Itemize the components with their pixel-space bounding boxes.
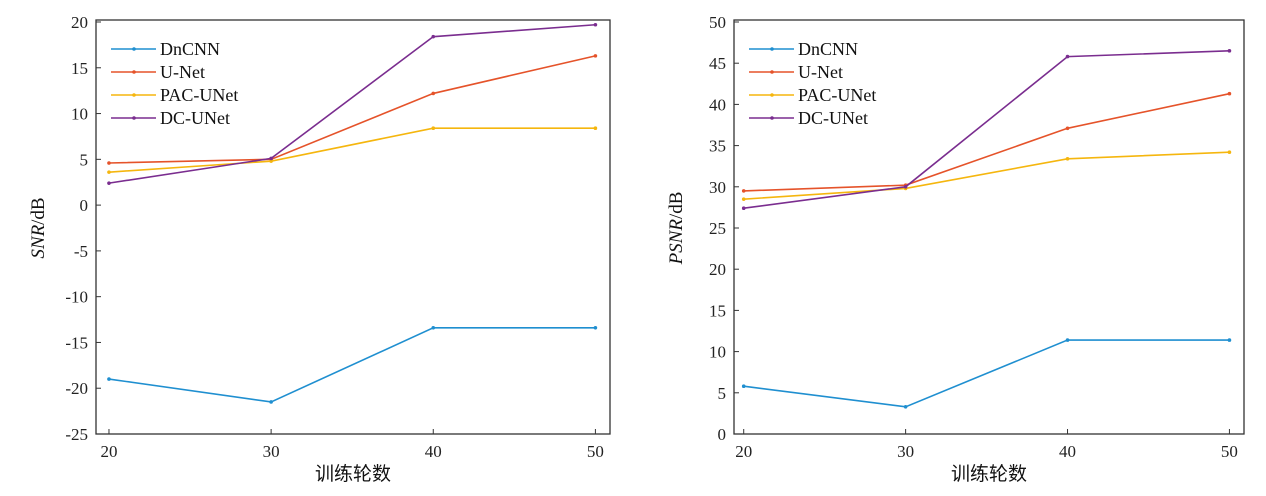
- y-tick-label: 0: [718, 425, 727, 444]
- data-point-dc-unet: [1065, 54, 1070, 59]
- series-line-pac-unet: [108, 127, 596, 173]
- y-tick-label: 45: [709, 54, 726, 73]
- legend-label: DnCNN: [798, 39, 858, 59]
- y-axis-label-var: SNR: [28, 224, 49, 258]
- x-tick-label: 30: [263, 442, 280, 461]
- y-axis-label: PSNR/dB: [666, 192, 687, 266]
- data-point-pac-unet: [269, 159, 273, 163]
- data-point-pac-unet: [741, 197, 746, 201]
- y-tick-label: 15: [71, 59, 88, 78]
- data-point-dncnn: [741, 384, 746, 389]
- y-tick-label: 50: [709, 13, 726, 32]
- x-tick-label: 40: [1059, 442, 1076, 461]
- legend-label: U-Net: [160, 62, 205, 82]
- data-point-dc-unet: [107, 181, 111, 185]
- y-tick-label: -15: [65, 333, 88, 352]
- data-point-u-net: [1227, 91, 1232, 96]
- data-point-pac-unet: [431, 126, 436, 131]
- data-point-dc-unet: [593, 22, 598, 27]
- data-point-pac-unet: [1227, 150, 1232, 154]
- x-tick-label: 50: [587, 442, 604, 461]
- legend-marker: [770, 47, 774, 51]
- x-axis-label: 训练轮数: [951, 463, 1027, 485]
- data-point-dncnn: [431, 325, 436, 330]
- series-line-dc-unet: [743, 50, 1230, 210]
- series-line-dc-unet: [108, 23, 596, 184]
- y-tick-label: 20: [71, 13, 88, 32]
- data-point-u-net: [741, 189, 746, 193]
- y-tick-label: 20: [709, 260, 726, 279]
- data-point-dncnn: [903, 405, 908, 409]
- legend-marker: [132, 70, 136, 74]
- data-point-pac-unet: [593, 126, 598, 131]
- series-line-dncnn: [108, 326, 596, 403]
- data-point-dc-unet: [269, 156, 273, 161]
- legend-marker: [132, 47, 136, 51]
- data-point-dncnn: [107, 377, 111, 381]
- x-tick-label: 40: [425, 442, 442, 461]
- data-point-u-net: [593, 54, 598, 58]
- x-tick-label: 20: [100, 442, 117, 461]
- y-axis-label-unit: /dB: [666, 192, 687, 219]
- legend-marker: [132, 116, 136, 120]
- data-point-dc-unet: [1227, 49, 1232, 53]
- x-tick-label: 50: [1221, 442, 1238, 461]
- data-point-dc-unet: [431, 34, 436, 39]
- series-line-dncnn: [743, 339, 1230, 408]
- legend-marker: [770, 93, 774, 97]
- y-tick-label: 5: [718, 384, 727, 403]
- y-tick-label: 30: [709, 178, 726, 197]
- y-tick-label: -25: [65, 425, 88, 444]
- legend-label: DC-UNet: [160, 108, 230, 128]
- data-point-dc-unet: [903, 185, 908, 189]
- series-line-u-net: [108, 55, 596, 164]
- data-point-u-net: [1065, 126, 1070, 131]
- y-tick-label: -5: [74, 242, 88, 261]
- data-point-dncnn: [1065, 338, 1070, 342]
- y-tick-label: 5: [80, 150, 89, 169]
- plot-frame: [95, 19, 611, 435]
- data-point-u-net: [431, 91, 436, 96]
- data-point-dncnn: [269, 400, 273, 404]
- legend-label: DC-UNet: [798, 108, 868, 128]
- y-axis-label-unit: /dB: [28, 197, 49, 224]
- data-point-pac-unet: [1065, 156, 1070, 161]
- legend-label: U-Net: [798, 62, 843, 82]
- y-tick-label: 40: [709, 95, 726, 114]
- data-point-dncnn: [1227, 338, 1232, 342]
- y-tick-label: -20: [65, 379, 88, 398]
- legend-marker: [770, 70, 774, 74]
- legend-marker: [770, 116, 774, 120]
- data-point-u-net: [107, 161, 111, 165]
- y-axis-label: SNR/dB: [28, 197, 49, 258]
- plot-frame: [733, 19, 1245, 435]
- y-tick-label: 0: [80, 196, 89, 215]
- data-point-dc-unet: [741, 206, 746, 211]
- y-tick-label: 35: [709, 137, 726, 156]
- x-axis-label: 训练轮数: [315, 463, 391, 485]
- x-tick-label: 30: [897, 442, 914, 461]
- y-tick-label: 25: [709, 219, 726, 238]
- data-point-dncnn: [593, 325, 598, 330]
- legend-label: DnCNN: [160, 39, 220, 59]
- x-tick-label: 20: [735, 442, 752, 461]
- y-tick-label: 10: [71, 105, 88, 124]
- y-tick-label: 15: [709, 301, 726, 320]
- data-point-pac-unet: [107, 170, 111, 174]
- y-axis-label-var: PSNR: [666, 219, 687, 266]
- series-line-pac-unet: [743, 151, 1230, 200]
- legend-marker: [132, 93, 136, 97]
- legend-label: PAC-UNet: [160, 85, 238, 105]
- legend-label: PAC-UNet: [798, 85, 876, 105]
- y-tick-label: 10: [709, 343, 726, 362]
- series-line-u-net: [743, 92, 1230, 192]
- y-tick-label: -10: [65, 288, 88, 307]
